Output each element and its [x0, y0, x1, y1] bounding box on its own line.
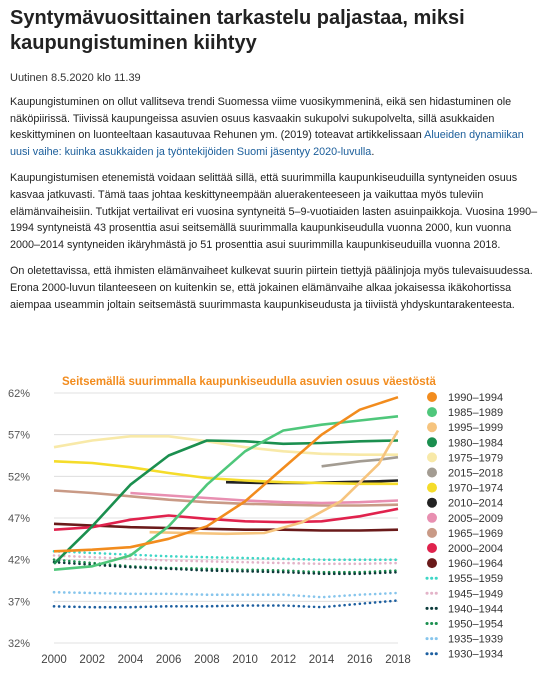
series-line: [53, 522, 399, 532]
y-tick-label: 42%: [8, 555, 30, 567]
x-tick-label: 2006: [156, 654, 182, 666]
series-line: [53, 460, 398, 486]
legend-label: 1965–1969: [448, 528, 503, 540]
legend-label: 1950–1954: [448, 619, 503, 631]
y-tick-label: 37%: [8, 596, 30, 608]
legend-label: 2000–2004: [448, 543, 503, 555]
x-tick-label: 2010: [232, 654, 258, 666]
legend-label: 1960–1964: [448, 558, 503, 570]
series-line: [52, 590, 400, 599]
y-tick-label: 57%: [8, 430, 30, 442]
legend-marker: [427, 407, 437, 418]
paragraph-2: Kaupungistumisen etenemistä voidaan seli…: [10, 172, 538, 251]
legend-marker: [427, 452, 437, 463]
x-tick-label: 2016: [347, 654, 373, 666]
series-line: [52, 558, 400, 574]
x-tick-label: 2012: [271, 654, 297, 666]
series-line: [130, 491, 399, 505]
paragraph-1: Kaupungistuminen on ollut vallitseva tre…: [10, 94, 540, 160]
chart-title: Seitsemällä suurimmalla kaupunkiseudulla…: [62, 376, 437, 388]
x-tick-label: 2000: [41, 654, 67, 666]
chart: Seitsemällä suurimmalla kaupunkiseudulla…: [0, 360, 550, 674]
x-tick-label: 2008: [194, 654, 220, 666]
legend-marker: [427, 392, 437, 402]
legend-label: 1980–1984: [448, 437, 503, 449]
y-tick-label: 52%: [8, 471, 30, 483]
x-axis: 2000 2002 2004 2006 2008 2010 2012 2014 2016 2018: [41, 654, 411, 666]
legend-label: 1990–1994: [448, 392, 503, 404]
legend-marker: [427, 497, 437, 508]
legend-marker: [427, 467, 437, 478]
legend-marker: [427, 543, 437, 553]
legend-label: 1955–1959: [448, 573, 503, 585]
legend-label: 1935–1939: [448, 634, 503, 646]
series-line: [53, 489, 399, 507]
legend-label: 1940–1944: [448, 603, 503, 615]
x-tick-label: 2014: [309, 654, 335, 666]
legend-label: 1995–1999: [448, 422, 503, 434]
series-line: [53, 395, 399, 553]
series-line: [321, 455, 399, 468]
paragraph-1-text: Kaupungistuminen on ollut vallitseva tre…: [10, 96, 512, 142]
article-link[interactable]: Alueiden dynamiikan uusi vaihe: kuinka a…: [10, 129, 524, 158]
legend-marker: [427, 558, 437, 569]
x-tick-label: 2018: [385, 654, 411, 666]
legend-label: 2010–2014: [448, 498, 503, 510]
legend-marker: [427, 437, 437, 448]
paragraph-1-end: .: [371, 145, 375, 158]
x-tick-label: 2002: [79, 654, 105, 666]
series-line: [52, 599, 400, 609]
y-tick-label: 47%: [8, 513, 30, 525]
series-lines: [52, 395, 400, 609]
legend: 1990–1994 1985–1989 1995–1999 1980–1984 1975…: [425, 392, 503, 661]
legend-label: 1975–1979: [448, 452, 503, 464]
legend-label: 2005–2009: [448, 513, 503, 525]
legend-marker: [427, 422, 437, 433]
y-axis: 62% 57% 52% 47% 42% 37% 32%: [8, 388, 30, 650]
series-line: [53, 435, 398, 456]
legend-label: 1930–1934: [448, 649, 503, 661]
legend-marker: [427, 482, 437, 493]
series-line: [149, 429, 400, 536]
x-tick-label: 2004: [118, 654, 144, 666]
legend-label: 1945–1949: [448, 588, 503, 600]
chart-svg: Seitsemällä suurimmalla kaupunkiseudulla…: [8, 376, 503, 666]
article-date: Uutinen 8.5.2020 klo 11.39: [10, 72, 141, 84]
series-line: [53, 439, 399, 565]
legend-label: 2015–2018: [448, 468, 503, 480]
legend-label: 1985–1989: [448, 407, 503, 419]
y-tick-label: 62%: [8, 388, 30, 400]
y-tick-label: 32%: [8, 638, 30, 650]
series-line: [52, 560, 400, 576]
paragraph-3: On oletettavissa, että ihmisten elämänva…: [10, 265, 533, 311]
article: Syntymävuosittainen tarkastelu paljastaa…: [0, 0, 550, 313]
legend-marker: [427, 512, 437, 523]
series-line: [52, 554, 400, 566]
article-title: Syntymävuosittainen tarkastelu paljastaa…: [10, 7, 465, 54]
series-line: [53, 507, 399, 531]
series-line: [52, 550, 400, 561]
legend-label: 1970–1974: [448, 483, 503, 495]
legend-marker: [427, 527, 437, 538]
